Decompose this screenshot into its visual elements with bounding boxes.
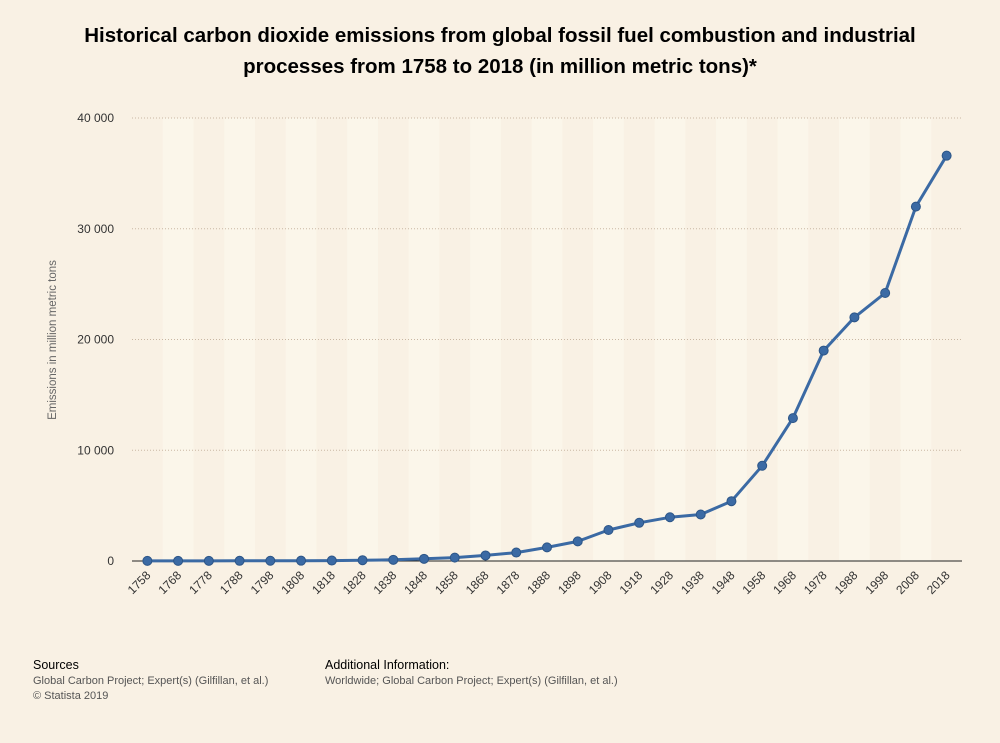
y-tick-label: 20 000: [77, 333, 114, 347]
sources-block: Sources Global Carbon Project; Expert(s)…: [33, 658, 268, 704]
column-band: [285, 118, 317, 561]
y-tick-label: 30 000: [77, 222, 114, 236]
column-band: [408, 118, 440, 561]
y-tick-label: 10 000: [77, 443, 114, 457]
x-tick-label: 1818: [309, 568, 338, 597]
column-band: [162, 118, 194, 561]
x-tick-label: 1948: [709, 568, 738, 597]
data-point[interactable]: [542, 542, 552, 553]
data-point[interactable]: [296, 555, 307, 566]
data-point[interactable]: [449, 552, 460, 563]
x-tick-label: 1788: [217, 568, 246, 597]
y-axis-label: Emissions in million metric tons: [47, 260, 59, 420]
data-point[interactable]: [757, 460, 768, 471]
data-point[interactable]: [357, 555, 368, 566]
x-tick-label: 1798: [248, 568, 277, 597]
x-tick-label: 1908: [586, 568, 615, 597]
data-point[interactable]: [910, 201, 921, 212]
y-tick-label: 40 000: [77, 111, 114, 125]
x-tick-label: 1808: [278, 568, 307, 597]
data-point[interactable]: [173, 555, 184, 566]
additional-info-block: Additional Information: Worldwide; Globa…: [325, 658, 618, 689]
x-axis-ticks: 1758 1768 1778 1788 1798 1808 1818 1828 1838 1848…: [125, 568, 953, 597]
data-point[interactable]: [142, 555, 153, 566]
x-tick-label: 1838: [371, 568, 400, 597]
copyright-text: © Statista 2019: [33, 690, 109, 702]
additional-info-heading: Additional Information:: [325, 658, 450, 672]
data-point[interactable]: [941, 150, 952, 161]
x-tick-label: 1848: [401, 568, 430, 597]
x-tick-label: 1998: [862, 568, 891, 597]
x-tick-label: 1868: [463, 568, 492, 597]
x-tick-label: 1938: [678, 568, 707, 597]
x-tick-label: 1878: [494, 568, 523, 597]
x-tick-label: 1898: [555, 568, 584, 597]
data-point[interactable]: [480, 550, 491, 561]
data-point[interactable]: [818, 345, 829, 356]
x-tick-label: 1758: [125, 568, 154, 597]
series-group: [142, 150, 952, 566]
x-tick-label: 1928: [647, 568, 676, 597]
data-point[interactable]: [388, 554, 399, 565]
data-point[interactable]: [511, 547, 522, 558]
data-point[interactable]: [203, 555, 214, 566]
sources-heading: Sources: [33, 658, 79, 672]
x-tick-label: 1828: [340, 568, 369, 597]
data-point[interactable]: [726, 496, 737, 507]
data-point[interactable]: [326, 555, 337, 566]
data-point[interactable]: [265, 555, 276, 566]
data-point[interactable]: [787, 413, 798, 424]
x-tick-label: 1888: [524, 568, 553, 597]
chart-title: Historical carbon dioxide emissions from…: [84, 24, 916, 78]
data-point[interactable]: [664, 512, 675, 523]
x-tick-label: 1768: [155, 568, 184, 597]
data-point[interactable]: [880, 287, 891, 298]
data-point[interactable]: [419, 553, 430, 564]
data-point[interactable]: [572, 536, 583, 547]
y-axis-ticks: 0 10 000 20 000 30 000 40 000: [77, 111, 114, 568]
x-tick-label: 1778: [186, 568, 215, 597]
x-tick-label: 1958: [740, 568, 769, 597]
additional-info-text: Worldwide; Global Carbon Project; Expert…: [325, 675, 618, 687]
y-tick-label: 0: [107, 554, 114, 568]
x-tick-label: 1918: [617, 568, 646, 597]
data-point[interactable]: [634, 517, 645, 528]
data-point[interactable]: [849, 312, 860, 323]
data-point[interactable]: [234, 555, 245, 566]
sources-text: Global Carbon Project; Expert(s) (Gilfil…: [33, 675, 269, 687]
data-point[interactable]: [603, 524, 614, 535]
x-tick-label: 2008: [893, 568, 922, 597]
x-tick-label: 1978: [801, 568, 830, 597]
data-point[interactable]: [695, 509, 706, 520]
x-tick-label: 2018: [924, 568, 953, 597]
gridlines: [132, 117, 962, 451]
x-tick-label: 1858: [432, 568, 461, 597]
x-tick-label: 1988: [832, 568, 861, 597]
x-tick-label: 1968: [770, 568, 799, 597]
